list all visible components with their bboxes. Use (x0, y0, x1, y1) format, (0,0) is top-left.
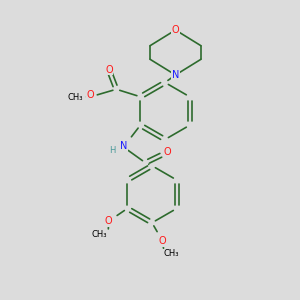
Text: O: O (172, 25, 179, 35)
Text: CH₃: CH₃ (164, 249, 179, 258)
Text: O: O (105, 216, 112, 226)
Text: O: O (105, 65, 112, 75)
Text: H: H (109, 146, 116, 155)
Text: O: O (159, 236, 166, 246)
Text: CH₃: CH₃ (92, 230, 107, 239)
Text: CH₃: CH₃ (68, 93, 83, 102)
Text: N: N (120, 141, 127, 151)
Text: N: N (172, 70, 179, 80)
Text: O: O (87, 90, 94, 100)
Text: O: O (163, 147, 171, 157)
